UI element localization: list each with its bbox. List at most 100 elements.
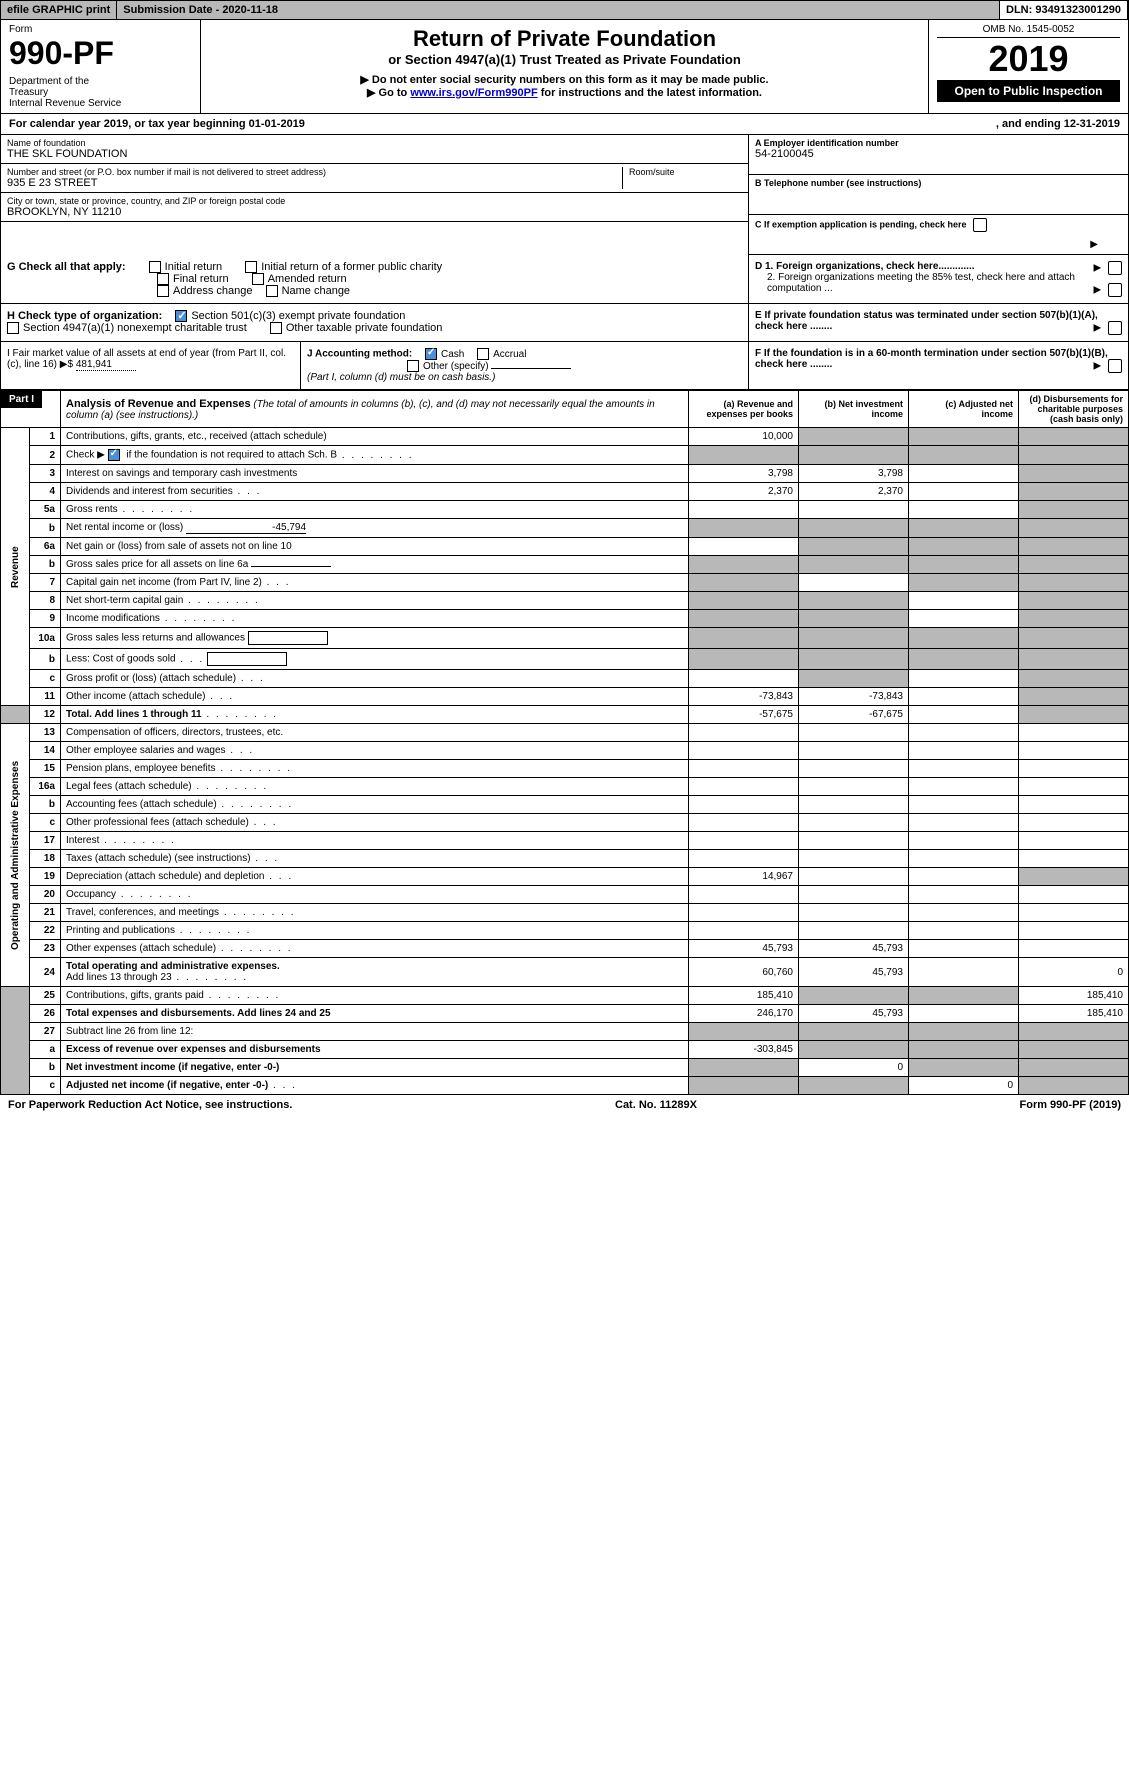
checkbox-address[interactable]	[157, 285, 169, 297]
table-row: 21Travel, conferences, and meetings	[1, 904, 1129, 922]
table-row: b Gross sales price for all assets on li…	[1, 556, 1129, 574]
table-row: 26Total expenses and disbursements. Add …	[1, 1005, 1129, 1023]
checkbox-4947[interactable]	[7, 322, 19, 334]
checkbox-d1[interactable]	[1108, 261, 1122, 275]
form-number: 990-PF	[9, 35, 192, 72]
calendar-year-row: For calendar year 2019, or tax year begi…	[0, 114, 1129, 135]
paperwork-notice: For Paperwork Reduction Act Notice, see …	[8, 1099, 292, 1111]
cat-no: Cat. No. 11289X	[615, 1099, 697, 1111]
ein-value: 54-2100045	[755, 148, 1122, 160]
city-cell: City or town, state or province, country…	[1, 193, 748, 222]
checkbox-cash[interactable]	[425, 348, 437, 360]
top-bar: efile GRAPHIC print Submission Date - 20…	[0, 0, 1129, 20]
checkbox-other-tax[interactable]	[270, 322, 282, 334]
checkbox-other-method[interactable]	[407, 360, 419, 372]
foundation-name: THE SKL FOUNDATION	[7, 148, 742, 160]
checkbox-name[interactable]	[266, 285, 278, 297]
section-h-row: H Check type of organization: Section 50…	[0, 304, 1129, 342]
part1-label: Part I	[1, 391, 42, 408]
dept-label: Department of theTreasuryInternal Revenu…	[9, 76, 192, 109]
table-row: 15Pension plans, employee benefits	[1, 760, 1129, 778]
calendar-begin: For calendar year 2019, or tax year begi…	[9, 118, 996, 130]
entity-info: Name of foundation THE SKL FOUNDATION Nu…	[0, 135, 1129, 255]
checkbox-amended[interactable]	[252, 273, 264, 285]
table-row: aExcess of revenue over expenses and dis…	[1, 1041, 1129, 1059]
col-a-header: (a) Revenue and expenses per books	[689, 391, 799, 428]
form-label: Form	[9, 24, 192, 35]
form-title-block: Return of Private Foundation or Section …	[201, 20, 928, 113]
dln-number: DLN: 93491323001290	[1000, 1, 1128, 19]
table-row: 22Printing and publications	[1, 922, 1129, 940]
efile-label: efile GRAPHIC print	[1, 1, 117, 19]
checkbox-f[interactable]	[1108, 359, 1122, 373]
table-row: 5a Gross rents	[1, 501, 1129, 519]
table-row: 18Taxes (attach schedule) (see instructi…	[1, 850, 1129, 868]
col-c-header: (c) Adjusted net income	[909, 391, 1019, 428]
submission-date: Submission Date - 2020-11-18	[117, 1, 1000, 19]
expenses-label: Operating and Administrative Expenses	[1, 724, 30, 987]
table-row: 10a Gross sales less returns and allowan…	[1, 628, 1129, 649]
table-row: 14Other employee salaries and wages	[1, 742, 1129, 760]
checkbox-initial-former[interactable]	[245, 261, 257, 273]
table-row: Revenue 1 Contributions, gifts, grants, …	[1, 428, 1129, 446]
table-row: Operating and Administrative Expenses 13…	[1, 724, 1129, 742]
foundation-name-cell: Name of foundation THE SKL FOUNDATION	[1, 135, 748, 164]
form-note-1: ▶ Do not enter social security numbers o…	[207, 73, 922, 86]
room-label: Room/suite	[629, 167, 742, 177]
checkbox-accrual[interactable]	[477, 348, 489, 360]
table-row: 16aLegal fees (attach schedule)	[1, 778, 1129, 796]
table-row: bNet investment income (if negative, ent…	[1, 1059, 1129, 1077]
table-row: 25Contributions, gifts, grants paid185,4…	[1, 987, 1129, 1005]
table-row: 27Subtract line 26 from line 12:	[1, 1023, 1129, 1041]
instructions-link[interactable]: www.irs.gov/Form990PF	[410, 87, 537, 99]
checkbox-final[interactable]	[157, 273, 169, 285]
checkbox-schb[interactable]	[108, 449, 120, 461]
checkbox-c[interactable]	[973, 218, 987, 232]
table-row: b Less: Cost of goods sold	[1, 649, 1129, 670]
section-ij-row: I Fair market value of all assets at end…	[0, 342, 1129, 390]
section-j: J Accounting method: Cash Accrual Other …	[301, 342, 748, 389]
open-public: Open to Public Inspection	[937, 80, 1120, 102]
table-row: 11 Other income (attach schedule) -73,84…	[1, 688, 1129, 706]
calendar-end: , and ending 12-31-2019	[996, 118, 1120, 130]
form-header: Form 990-PF Department of theTreasuryInt…	[0, 20, 1129, 114]
omb-number: OMB No. 1545-0052	[937, 24, 1120, 38]
year-block: OMB No. 1545-0052 2019 Open to Public In…	[928, 20, 1128, 113]
table-row: 17Interest	[1, 832, 1129, 850]
fmv-value: 481,941	[76, 359, 136, 371]
col-d-header: (d) Disbursements for charitable purpose…	[1019, 391, 1129, 428]
table-row: 20Occupancy	[1, 886, 1129, 904]
tax-year: 2019	[937, 38, 1120, 80]
table-row: 12 Total. Add lines 1 through 11 -57,675…	[1, 706, 1129, 724]
table-row: 9 Income modifications	[1, 610, 1129, 628]
checkbox-d2[interactable]	[1108, 283, 1122, 297]
ein-cell: A Employer identification number 54-2100…	[749, 135, 1128, 175]
table-row: 7 Capital gain net income (from Part IV,…	[1, 574, 1129, 592]
table-row: 8 Net short-term capital gain	[1, 592, 1129, 610]
table-row: bAccounting fees (attach schedule)	[1, 796, 1129, 814]
col-b-header: (b) Net investment income	[799, 391, 909, 428]
table-row: cAdjusted net income (if negative, enter…	[1, 1077, 1129, 1095]
form-subtitle: or Section 4947(a)(1) Trust Treated as P…	[207, 52, 922, 67]
table-row: 4 Dividends and interest from securities…	[1, 483, 1129, 501]
checkbox-e[interactable]	[1108, 321, 1122, 335]
form-title: Return of Private Foundation	[207, 26, 922, 52]
part1-table: Part I Analysis of Revenue and Expenses …	[0, 390, 1129, 1095]
part1-title-cell: Analysis of Revenue and Expenses (The to…	[61, 391, 689, 428]
page-footer: For Paperwork Reduction Act Notice, see …	[0, 1095, 1129, 1115]
checkbox-initial[interactable]	[149, 261, 161, 273]
section-g-label: G Check all that apply:	[7, 261, 126, 273]
section-e: E If private foundation status was termi…	[748, 304, 1128, 341]
revenue-label: Revenue	[1, 428, 30, 706]
telephone-cell: B Telephone number (see instructions)	[749, 175, 1128, 215]
checkbox-501c3[interactable]	[175, 310, 187, 322]
street-address: 935 E 23 STREET	[7, 177, 622, 189]
table-row: 6a Net gain or (loss) from sale of asset…	[1, 538, 1129, 556]
table-row: 23Other expenses (attach schedule)45,793…	[1, 940, 1129, 958]
form-note-2: ▶ Go to www.irs.gov/Form990PF for instru…	[207, 86, 922, 99]
table-row: cOther professional fees (attach schedul…	[1, 814, 1129, 832]
table-row: 3 Interest on savings and temporary cash…	[1, 465, 1129, 483]
exemption-cell: C If exemption application is pending, c…	[749, 215, 1128, 255]
table-row: 2 Check ▶ if the foundation is not requi…	[1, 446, 1129, 465]
form-id-block: Form 990-PF Department of theTreasuryInt…	[1, 20, 201, 113]
